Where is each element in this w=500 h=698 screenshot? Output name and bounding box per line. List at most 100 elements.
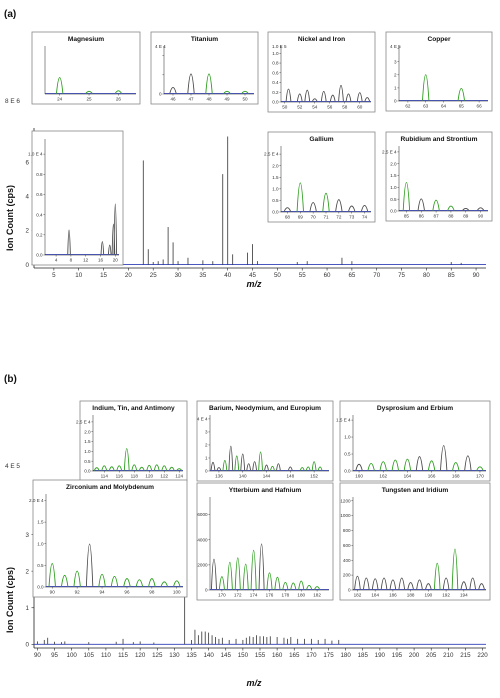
inset-peak-gray bbox=[85, 543, 94, 587]
inset-y-tick-label: 0.5 bbox=[390, 197, 397, 202]
inset-x-tick-label: 90 bbox=[50, 590, 56, 595]
inset-frame bbox=[196, 482, 334, 601]
inset-x-tick-label: 12 bbox=[83, 258, 89, 263]
inset-peak-green bbox=[379, 461, 387, 471]
inset-frame bbox=[79, 400, 188, 482]
inset-y-tick-label: 0 bbox=[348, 588, 351, 593]
inset-y-scale-label: 4 E 5 bbox=[390, 44, 401, 49]
inset-title: Dysprosium and Erbium bbox=[377, 405, 453, 412]
x-tick-label: 65 bbox=[348, 272, 355, 279]
inset-y-tick-label: 1000 bbox=[340, 513, 351, 518]
inset-copper: Copper 62 63 64 65 66 0 1 2 3 4 E 5 bbox=[385, 31, 493, 112]
inset-peak-gray bbox=[356, 92, 363, 102]
y-tick-label: 1 bbox=[26, 605, 30, 612]
inset-peak-green bbox=[218, 576, 225, 590]
inset-y-tick-label: 0.5 bbox=[272, 198, 279, 203]
inset-peak-gray bbox=[276, 463, 281, 471]
inset-y-tick-label: 0 bbox=[205, 588, 208, 593]
inset-x-tick-label: 122 bbox=[160, 474, 168, 479]
x-axis-label: m/z bbox=[246, 678, 262, 688]
inset-peak-gray bbox=[464, 455, 472, 471]
inset-x-tick-label: 90 bbox=[478, 214, 484, 219]
inset-frame bbox=[339, 482, 491, 601]
x-tick-label: 185 bbox=[358, 652, 369, 659]
inset-peak-gray bbox=[460, 581, 468, 590]
x-tick-label: 190 bbox=[375, 652, 386, 659]
x-tick-label: 140 bbox=[203, 652, 214, 659]
inset-peak-green bbox=[101, 465, 108, 471]
inset-frame bbox=[31, 130, 124, 266]
inset-y-tick-label: 1.0 E 4 bbox=[28, 152, 43, 157]
x-tick-label: 25 bbox=[150, 272, 157, 279]
inset-x-tick-label: 190 bbox=[425, 593, 433, 598]
inset-x-tick-label: 166 bbox=[428, 474, 436, 479]
x-tick-label: 90 bbox=[34, 652, 41, 659]
inset-x-tick-label: 120 bbox=[145, 474, 153, 479]
inset-peak-green bbox=[258, 451, 263, 471]
inset-x-tick-label: 62 bbox=[405, 104, 411, 109]
inset-title: Barium, Neodymium, and Europium bbox=[209, 405, 321, 412]
inset-peak-green bbox=[114, 90, 122, 94]
inset-peak-gray bbox=[425, 583, 432, 590]
x-tick-label: 60 bbox=[324, 272, 331, 279]
inset-peak-green bbox=[48, 563, 56, 587]
inset-peak-green bbox=[282, 581, 289, 590]
inset-y-scale-label: 1.0 E 5 bbox=[272, 44, 287, 49]
x-tick-label: 45 bbox=[249, 272, 256, 279]
inset-y-tick-label: 0.4 bbox=[36, 212, 43, 217]
inset-x-tick-label: 118 bbox=[131, 474, 139, 479]
inset-y-tick-label: 0.2 bbox=[272, 90, 279, 95]
inset-rubidium-and-strontium: Rubidium and Strontium 85 86 87 88 89 90 0.0 0.5… bbox=[382, 131, 493, 222]
inset-peak-green bbox=[322, 192, 330, 212]
inset-peak-gray bbox=[354, 575, 361, 590]
inset-x-tick-label: 70 bbox=[311, 215, 317, 220]
x-tick-label: 175 bbox=[323, 652, 334, 659]
inset-y-tick-label: 0 bbox=[205, 469, 208, 474]
inset-peak-green bbox=[176, 468, 183, 471]
inset-y-tick-label: 2.0 bbox=[390, 161, 397, 166]
inset-y-tick-label: 1.5 bbox=[84, 439, 91, 444]
inset-title: Gallium bbox=[309, 136, 333, 143]
inset-peak-green bbox=[299, 467, 305, 471]
inset-peak-gray bbox=[283, 207, 292, 212]
inset-gallium: Gallium 68 69 70 71 72 73 74 0.0 0.5 1.0 1.5 2.0 2.5 … bbox=[264, 131, 376, 223]
inset-peak-green bbox=[296, 182, 304, 212]
inset-y-tick-label: 1.5 E 4 bbox=[336, 418, 351, 423]
inset-y-tick-label: 3 bbox=[394, 59, 397, 64]
inset-zirconium-and-molybdenum: Zirconium and Molybdenum 90 92 94 96 98 100 0.0… bbox=[29, 479, 188, 598]
panel-label: (a) bbox=[4, 9, 16, 20]
inset-y-tick-label: 1.5 bbox=[272, 175, 279, 180]
inset-peak-gray bbox=[335, 199, 343, 212]
inset-y-tick-label: 6000 bbox=[197, 512, 208, 517]
inset-peak-green bbox=[234, 557, 241, 590]
inset-y-tick-label: 2.0 bbox=[84, 429, 91, 434]
inset-y-tick-label: 4000 bbox=[197, 537, 208, 542]
inset-peak-gray bbox=[415, 456, 424, 471]
y-tick-label: 0 bbox=[26, 642, 30, 649]
x-tick-label: 125 bbox=[152, 652, 163, 659]
inset-x-tick-label: 170 bbox=[218, 593, 226, 598]
inset-x-tick-label: 72 bbox=[336, 215, 342, 220]
y-tick-label: 0 bbox=[26, 262, 30, 269]
inset-peak-green bbox=[146, 464, 153, 471]
inset-x-tick-label: 98 bbox=[149, 590, 155, 595]
inset-x-tick-label: 65 bbox=[459, 104, 465, 109]
x-tick-label: 215 bbox=[460, 652, 471, 659]
inset-peak-gray bbox=[311, 98, 318, 102]
inset-y-tick-label: 0.0 bbox=[37, 585, 44, 590]
inset-indium-tin-and-antimony: Indium, Tin, and Antimony 114 116 118 120 122… bbox=[76, 400, 188, 482]
inset-titanium: Titanium 46 47 48 49 50 0 4 E 4 bbox=[150, 31, 259, 105]
inset-y-tick-label: 1.5 bbox=[37, 520, 44, 525]
x-tick-label: 130 bbox=[169, 652, 180, 659]
inset-y-tick-label: 2.5 E 4 bbox=[264, 152, 279, 157]
x-tick-label: 120 bbox=[135, 652, 146, 659]
inset-x-tick-label: 50 bbox=[282, 105, 288, 110]
inset-x-tick-label: 194 bbox=[460, 593, 468, 598]
inset-peak-green bbox=[226, 562, 233, 590]
inset-x-tick-label: 116 bbox=[116, 474, 124, 479]
inset-peak-green bbox=[451, 548, 459, 590]
inset-y-tick-label: 0 bbox=[159, 92, 162, 97]
inset-peak-green bbox=[56, 77, 64, 94]
inset-peak-green bbox=[131, 464, 138, 471]
inset-peak-green bbox=[108, 466, 115, 471]
